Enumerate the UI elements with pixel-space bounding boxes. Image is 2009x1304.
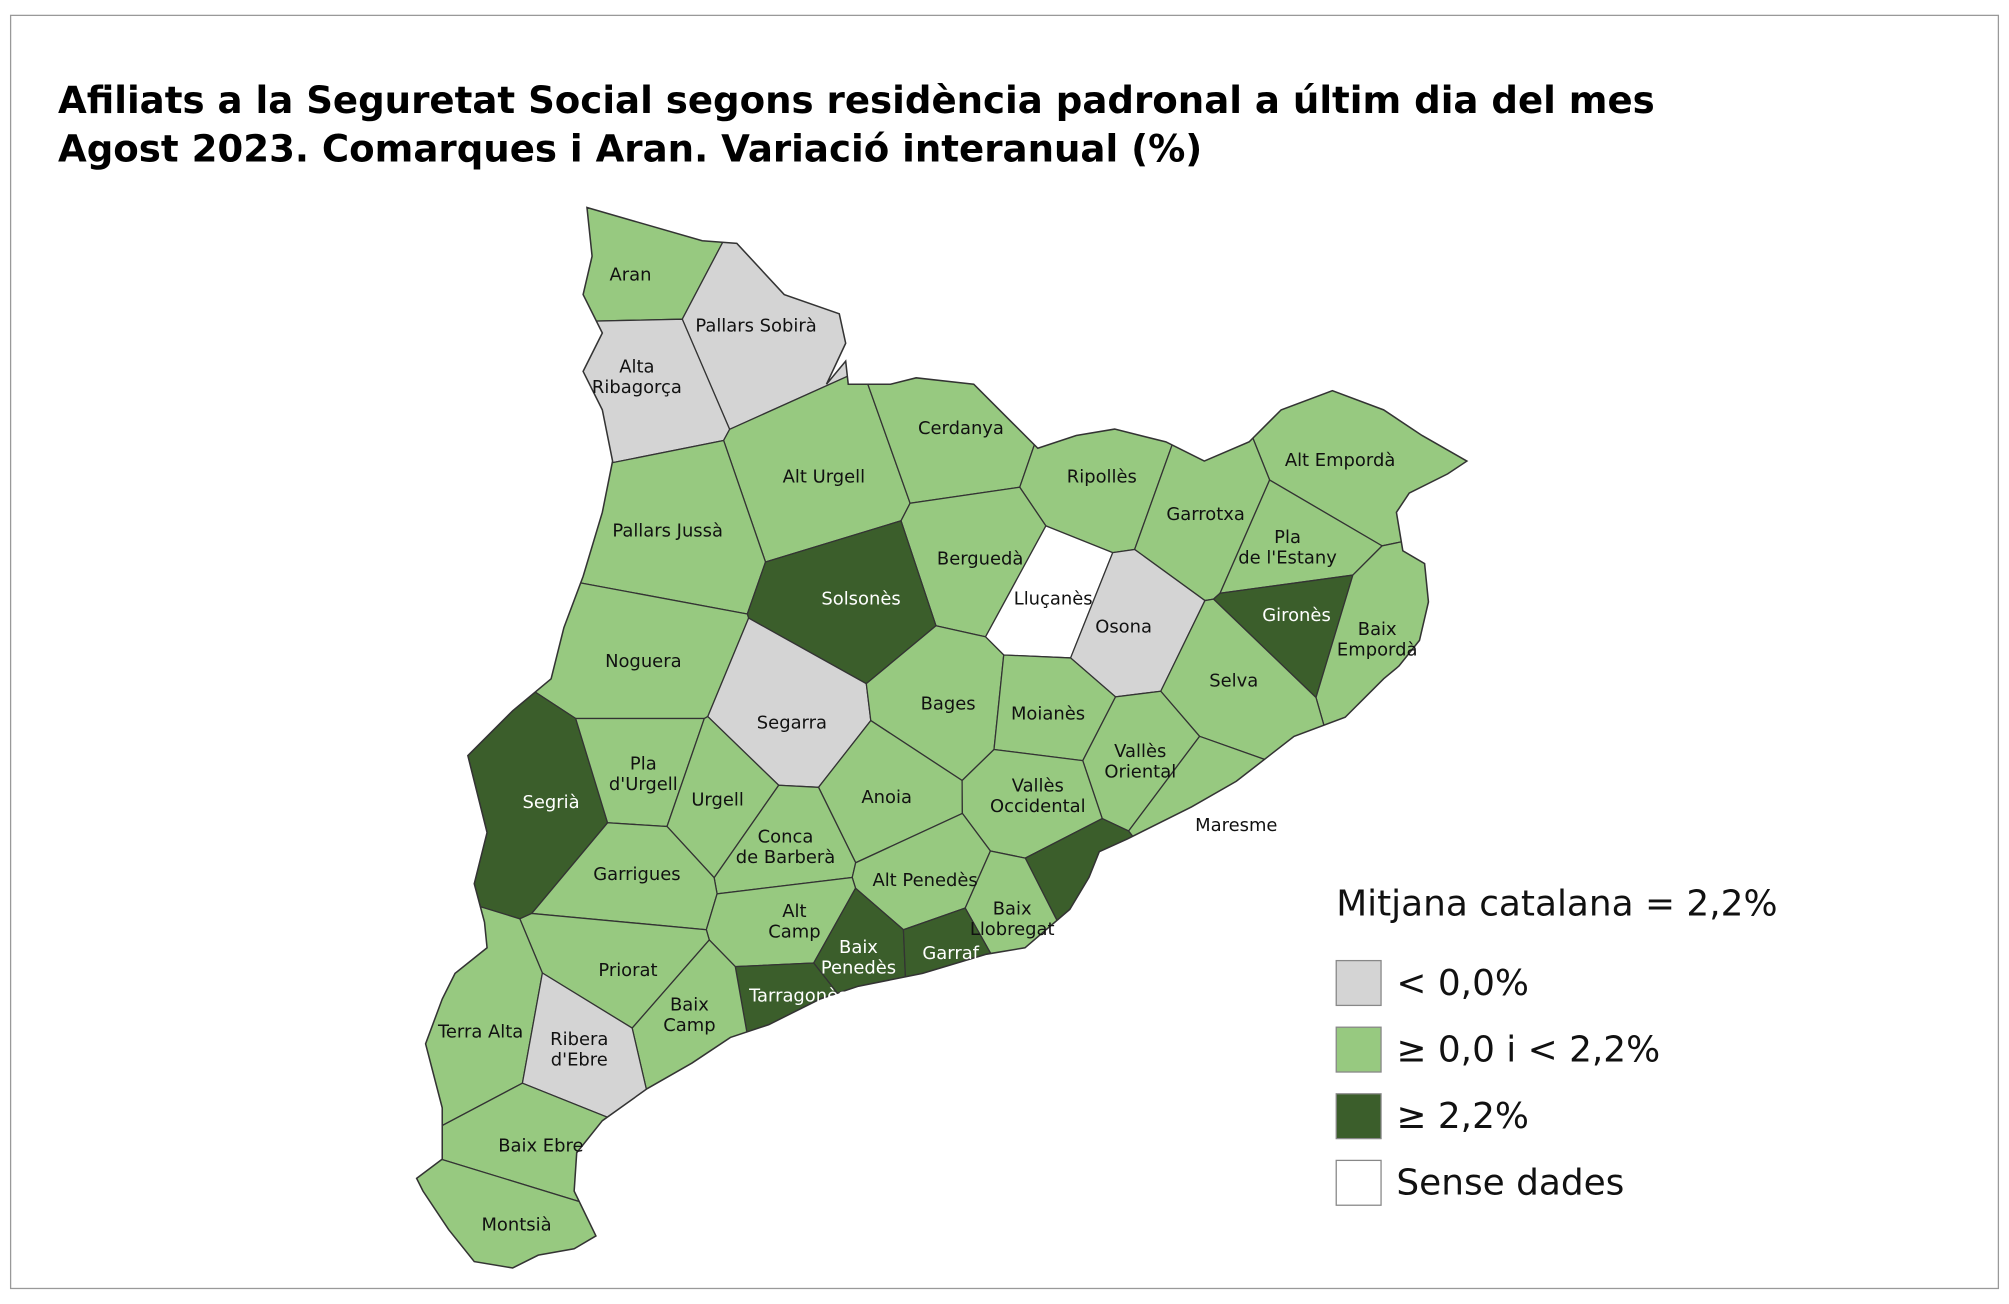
region-label: Alt Empordà (1285, 450, 1396, 471)
region-label: Segarra (757, 713, 827, 734)
region-label: Pla (1274, 527, 1301, 548)
region-label: Baix (1358, 619, 1397, 640)
region-label: Priorat (598, 960, 657, 981)
region-label: Selva (1209, 670, 1258, 691)
region-label: Empordà (1337, 640, 1418, 661)
region-label: Moianès (1011, 704, 1085, 725)
region-label: de Barberà (736, 847, 836, 868)
region-label: Pla (630, 754, 657, 775)
region-label: Garrotxa (1166, 504, 1244, 525)
region-label: d'Ebre (551, 1049, 608, 1070)
title-line: Agost 2023. Comarques i Aran. Variació i… (58, 128, 1202, 171)
region-label: d'Urgell (609, 774, 678, 795)
region-label: Gironès (1262, 605, 1331, 626)
region-label: Bages (921, 693, 976, 714)
region-label: Osona (1095, 617, 1152, 638)
region-label: Baix (839, 937, 878, 958)
legend-label: < 0,0% (1396, 963, 1529, 1004)
legend-title: Mitjana catalana = 2,2% (1336, 884, 1777, 925)
region-label: Alta (619, 357, 654, 378)
region-label: Garraf (922, 943, 979, 964)
region-label: Conca (758, 827, 814, 848)
region-label: Tarragonès (748, 985, 847, 1006)
region-label: Baix (993, 898, 1032, 919)
region-label: Maresme (1195, 815, 1277, 836)
region-label: Vallès (1012, 775, 1064, 796)
legend: Mitjana catalana = 2,2% < 0,0% ≥ 0,0 i < … (1335, 884, 1778, 1206)
region-label: Noguera (605, 651, 681, 672)
legend-swatch (1335, 1159, 1382, 1206)
legend-swatch (1335, 1026, 1382, 1073)
region-label: Garrigues (593, 864, 680, 885)
region-label: Penedès (821, 957, 896, 978)
region-label: Llobregat (970, 919, 1055, 940)
region-label: de l'Estany (1238, 547, 1337, 568)
region (416, 1146, 838, 1268)
region-label: Alt Urgell (783, 467, 866, 488)
region-label: Camp (663, 1015, 715, 1036)
region-label: Urgell (691, 789, 744, 810)
region-label: Pallars Jussà (612, 521, 723, 542)
region-label: Baix Ebre (498, 1135, 583, 1156)
region-label: Baix (670, 994, 709, 1015)
region-label: Oriental (1104, 761, 1176, 782)
title-line: Afiliats a la Seguretat Social segons re… (58, 79, 1655, 122)
region-label: Solsonès (821, 588, 900, 609)
region-label: Anoia (861, 787, 912, 808)
region-label: Vallès (1114, 741, 1166, 762)
region-label: Ribagorça (592, 377, 682, 398)
region-label: Alt Penedès (872, 870, 977, 891)
region-label: Camp (768, 921, 820, 942)
region-label: Pallars Sobirà (695, 316, 816, 337)
region-label: Occidental (990, 796, 1086, 817)
region-label: Berguedà (937, 549, 1024, 570)
region-label: Aran (610, 264, 652, 285)
legend-swatch (1335, 1093, 1382, 1140)
region-label: Segrià (523, 792, 580, 813)
outline (415, 206, 1469, 1269)
region-label: Alt (782, 901, 806, 922)
legend-swatch (1335, 959, 1382, 1007)
region-label: Lluçanès (1014, 588, 1093, 609)
region-label: Terra Alta (437, 1021, 523, 1042)
region-label: Montsià (481, 1215, 551, 1236)
region-label: Ripollès (1067, 467, 1137, 488)
legend-label: ≥ 2,2% (1396, 1096, 1529, 1137)
legend-label: Sense dades (1396, 1163, 1624, 1204)
legend-label: ≥ 0,0 i < 2,2% (1396, 1030, 1660, 1071)
region-label: Cerdanya (918, 418, 1004, 439)
region-label: Barcelonès (1104, 884, 1203, 905)
region-label: Ribera (550, 1029, 608, 1050)
